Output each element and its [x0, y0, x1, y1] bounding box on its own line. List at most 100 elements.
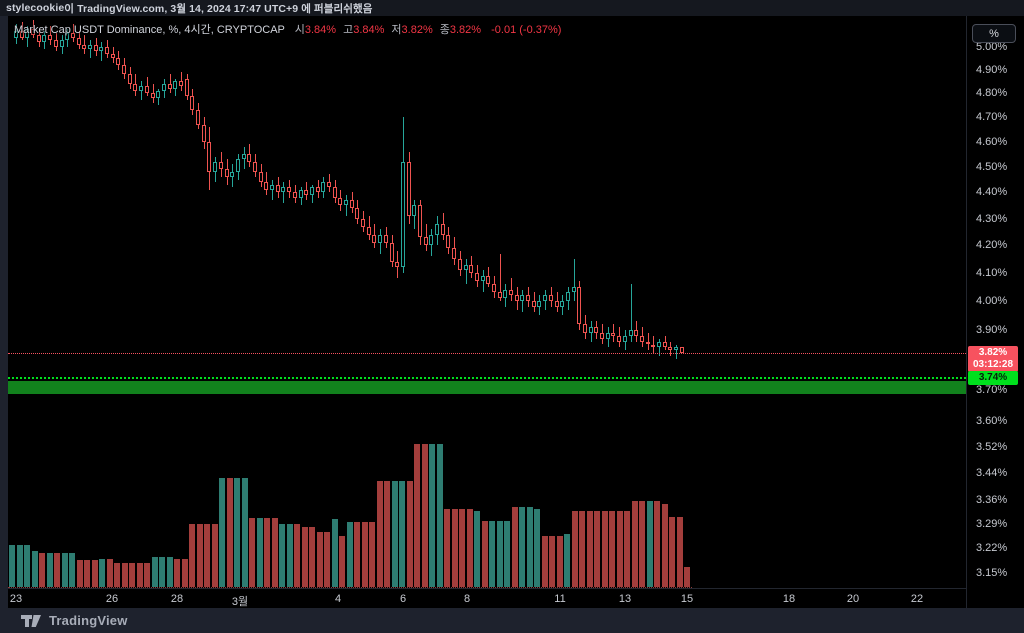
volume-bar: [264, 518, 270, 587]
volume-bar: [137, 563, 143, 587]
candle: [105, 46, 109, 54]
candle: [560, 300, 564, 307]
candle: [247, 154, 251, 162]
price-tick: 4.40%: [976, 186, 1008, 199]
volume-bar: [399, 481, 405, 587]
candle: [446, 234, 450, 249]
volume-bar: [17, 545, 23, 587]
candle-wick: [141, 81, 142, 101]
time-axis[interactable]: 23 26 28 3월 4 6 8 11 13 15 18 20 22: [8, 588, 966, 608]
candle: [458, 259, 462, 271]
candle: [543, 295, 547, 301]
volume-bar: [272, 518, 278, 587]
candle: [498, 292, 502, 299]
volume-bar: [429, 444, 435, 587]
price-chart[interactable]: Market Cap USDT Dominance, %, 4시간, CRYPT…: [8, 16, 966, 588]
candle: [594, 326, 598, 333]
candle: [407, 161, 411, 216]
candle: [133, 83, 137, 91]
candle: [48, 35, 52, 40]
volume-bar: [287, 524, 293, 587]
candle: [515, 295, 519, 301]
candle: [77, 37, 81, 45]
candle: [412, 205, 416, 216]
chart-panel: Market Cap USDT Dominance, %, 4시간, CRYPT…: [0, 16, 1024, 608]
time-label: 15: [680, 593, 694, 605]
time-label: 6: [399, 593, 407, 605]
candle: [577, 286, 581, 324]
symbol-title: Market Cap USDT Dominance, %, 4시간, CRYPT…: [14, 24, 285, 36]
price-axis[interactable]: % 3.82% 03:12:28 3.74% 5.00% 4.90% 4.80% 4.…: [966, 16, 1024, 608]
candle: [435, 223, 439, 235]
volume-bar: [587, 511, 593, 587]
candle: [367, 226, 371, 235]
legend[interactable]: Market Cap USDT Dominance, %, 4시간, CRYPT…: [14, 21, 561, 37]
candle: [14, 30, 18, 38]
candle-wick: [283, 182, 284, 203]
last-price-badge: 3.82% 03:12:28: [968, 346, 1018, 373]
tradingview-brand[interactable]: TradingView: [49, 613, 128, 628]
candle: [31, 28, 35, 36]
candle: [486, 275, 490, 284]
volume-bar: [527, 507, 533, 587]
time-label: 11: [554, 593, 566, 605]
candle: [464, 264, 468, 271]
ohlc-value: 3.84%: [304, 24, 337, 36]
candle: [276, 184, 280, 193]
volume-bar: [249, 518, 255, 587]
volume-bar: [107, 559, 113, 587]
volume-baseline: [8, 587, 692, 588]
volume-bar: [624, 511, 630, 587]
candle: [71, 33, 75, 38]
volume-bar: [669, 517, 675, 587]
candle-wick: [574, 259, 575, 301]
bar-countdown: 03:12:28: [972, 359, 1014, 371]
candle: [202, 124, 206, 142]
tradingview-logo-icon[interactable]: [20, 614, 42, 628]
price-tick: 3.44%: [976, 466, 1008, 479]
volume-bar: [39, 553, 45, 587]
candle: [88, 44, 92, 50]
candle: [179, 81, 183, 87]
volume-bar: [474, 511, 480, 587]
candle: [128, 74, 132, 84]
volume-bar: [489, 521, 495, 587]
price-tick: 4.90%: [976, 63, 1008, 76]
percent-scale-button[interactable]: %: [972, 24, 1016, 43]
time-label: 18: [782, 593, 796, 605]
volume-bar: [54, 553, 60, 587]
time-label: 4: [334, 593, 342, 605]
volume-bar: [234, 478, 240, 587]
candle: [395, 261, 399, 268]
attribution-text: 이 TradingView.com, 3월 14, 2024 17:47 UTC…: [64, 2, 373, 15]
volume-bar: [9, 545, 15, 587]
candle: [253, 161, 257, 172]
volume-bar: [414, 444, 420, 587]
candle: [583, 323, 587, 333]
volume-bar: [99, 559, 105, 587]
candle: [338, 197, 342, 206]
author-name: stylecookie: [6, 2, 65, 14]
time-label: 13: [618, 593, 632, 605]
volume-bar: [407, 481, 413, 587]
volume-bar: [534, 509, 540, 587]
volume-bar: [197, 524, 203, 587]
candle: [611, 332, 615, 336]
price-tick: 3.52%: [976, 440, 1008, 453]
volume-bar: [24, 545, 30, 587]
price-tick: 4.20%: [976, 239, 1008, 252]
price-tick: 4.60%: [976, 135, 1008, 148]
candle: [270, 184, 274, 190]
volume-bar: [347, 522, 353, 587]
price-tick: 4.00%: [976, 294, 1008, 307]
volume-bar: [662, 504, 668, 587]
candle-wick: [101, 42, 102, 61]
candle: [418, 205, 422, 238]
volume-bar: [77, 560, 83, 587]
candle: [344, 200, 348, 206]
volume-bar: [392, 481, 398, 587]
candle: [378, 234, 382, 243]
candle: [634, 329, 638, 336]
candle: [310, 187, 314, 195]
candle: [299, 189, 303, 198]
